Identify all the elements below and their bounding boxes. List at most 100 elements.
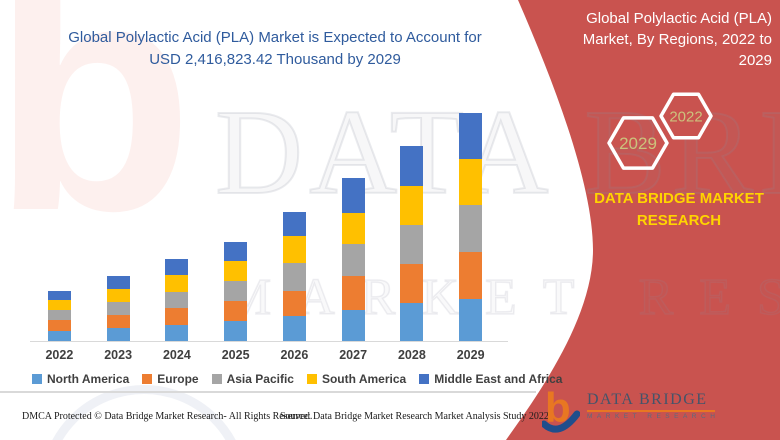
bar-segment-2028-north-america xyxy=(400,303,424,341)
hexagon-2029-outline xyxy=(607,116,669,170)
bar-segment-2022-asia-pacific xyxy=(47,310,71,320)
bar-segment-2029-north-america xyxy=(459,299,483,341)
bar-segment-2026-south-america xyxy=(282,236,306,263)
bar-segment-2028-asia-pacific xyxy=(400,225,424,264)
x-axis-label-2029: 2029 xyxy=(456,348,485,362)
bar-stack-2029 xyxy=(459,113,483,341)
logo-subtitle-text: MARKET RESEARCH xyxy=(587,413,720,420)
logo-swoosh xyxy=(542,410,580,433)
bar-stack-2022 xyxy=(47,291,71,341)
footer-divider xyxy=(0,391,536,393)
legend-label: Europe xyxy=(157,372,199,386)
bar-segment-2029-south-america xyxy=(459,159,483,205)
bar-segment-2028-europe xyxy=(400,264,424,303)
bar-segment-2024-middle-east-and-africa xyxy=(165,259,189,275)
bar-column-2023 xyxy=(89,109,148,341)
bar-segment-2024-north-america xyxy=(165,325,189,341)
bar-segment-2025-south-america xyxy=(224,261,248,281)
source-attribution-text: Source: Data Bridge Market Research Mark… xyxy=(280,411,549,422)
bar-column-2025 xyxy=(206,109,265,341)
hexagon-2022-outline xyxy=(659,92,713,140)
bar-segment-2026-asia-pacific xyxy=(282,263,306,291)
bar-segment-2022-south-america xyxy=(47,300,71,310)
bar-segment-2025-middle-east-and-africa xyxy=(224,242,248,261)
data-bridge-market-research-text: DATA BRIDGE MARKET RESEARCH xyxy=(594,190,764,229)
legend-label: Middle East and Africa xyxy=(434,372,563,386)
dmca-copyright-text: DMCA Protected © Data Bridge Market Rese… xyxy=(22,411,313,422)
bar-segment-2028-middle-east-and-africa xyxy=(400,146,424,186)
bar-segment-2025-asia-pacific xyxy=(224,281,248,301)
x-axis-labels: 2022 2023 2024 2025 2026 2027 2028 2029 xyxy=(30,348,500,362)
x-axis-label-2022: 2022 xyxy=(45,348,74,362)
x-axis-label-2023: 2023 xyxy=(104,348,133,362)
bar-segment-2029-europe xyxy=(459,252,483,299)
x-axis-label-2025: 2025 xyxy=(221,348,250,362)
bar-stack-2026 xyxy=(282,212,306,341)
chart-title: Global Polylactic Acid (PLA) Market is E… xyxy=(28,27,522,71)
bar-segment-2025-europe xyxy=(224,301,248,321)
legend-swatch-icon xyxy=(306,374,317,384)
bar-segment-2026-europe xyxy=(282,291,306,316)
bar-segment-2022-middle-east-and-africa xyxy=(47,291,71,300)
bar-segment-2023-south-america xyxy=(106,289,130,302)
bar-segment-2024-europe xyxy=(165,308,189,325)
bar-segment-2026-north-america xyxy=(282,316,306,341)
legend-label: Asia Pacific xyxy=(226,372,294,386)
bar-segment-2029-middle-east-and-africa xyxy=(459,113,483,159)
x-axis-label-2024: 2024 xyxy=(162,348,191,362)
red-panel-path xyxy=(506,0,780,440)
bar-column-2024 xyxy=(148,109,207,341)
bar-segment-2027-europe xyxy=(341,276,365,310)
x-axis-label-2027: 2027 xyxy=(339,348,368,362)
bar-stack-2023 xyxy=(106,276,130,341)
legend-swatch-icon xyxy=(32,374,42,384)
bar-segment-2023-asia-pacific xyxy=(106,302,130,315)
legend-swatch-icon xyxy=(142,374,153,384)
legend-label: North America xyxy=(47,372,130,386)
logo-brand-text: DATA BRIDGE xyxy=(587,391,708,408)
x-axis-label-2028: 2028 xyxy=(397,348,426,362)
bar-segment-2023-north-america xyxy=(106,328,130,341)
logo-underline xyxy=(587,410,715,412)
hexagon-2022-label: 2022 xyxy=(669,109,702,126)
bar-segment-2022-europe xyxy=(47,320,71,331)
bar-segment-2024-south-america xyxy=(165,275,189,292)
chart-title-line2: USD 2,416,823.42 Thousand by 2029 xyxy=(149,50,401,68)
stacked-bar-chart xyxy=(30,109,500,341)
bar-segment-2027-asia-pacific xyxy=(341,244,365,276)
bar-stack-2027 xyxy=(341,178,365,341)
legend-item-south-america: South America xyxy=(306,372,407,386)
legend-label: South America xyxy=(321,372,407,386)
bar-column-2028 xyxy=(383,109,442,341)
bar-segment-2023-europe xyxy=(106,315,130,328)
bar-segment-2024-asia-pacific xyxy=(165,292,189,308)
legend-swatch-icon xyxy=(419,374,430,384)
bar-column-2029 xyxy=(441,109,500,341)
bar-segment-2025-north-america xyxy=(224,321,248,341)
bar-segment-2026-middle-east-and-africa xyxy=(282,212,306,236)
chart-title-line1: Global Polylactic Acid (PLA) Market is E… xyxy=(68,29,482,46)
bar-segment-2023-middle-east-and-africa xyxy=(106,276,130,289)
bar-stack-2024 xyxy=(165,259,189,341)
legend-item-middle-east-and-africa: Middle East and Africa xyxy=(419,372,562,386)
year-hexagons: 2029 2022 xyxy=(607,92,713,170)
data-bridge-logo: b DATA BRIDGE MARKET RESEARCH xyxy=(542,386,719,436)
bar-segment-2029-asia-pacific xyxy=(459,205,483,252)
bar-column-2027 xyxy=(324,109,383,341)
bar-segment-2022-north-america xyxy=(47,331,71,341)
bar-segment-2027-middle-east-and-africa xyxy=(341,178,365,213)
bar-segment-2028-south-america xyxy=(400,186,424,225)
bar-column-2026 xyxy=(265,109,324,341)
bar-segment-2027-south-america xyxy=(341,213,365,244)
logo-text-block: DATA BRIDGE MARKET RESEARCH xyxy=(587,386,719,421)
legend-item-north-america: North America xyxy=(32,372,129,386)
legend-item-asia-pacific: Asia Pacific xyxy=(211,372,294,386)
hexagon-2029-label: 2029 xyxy=(619,134,657,153)
right-panel-title: Global Polylactic Acid (PLA) Market, By … xyxy=(582,10,772,69)
bar-stack-2028 xyxy=(400,146,424,341)
data-bridge-logo-icon: b xyxy=(542,386,580,433)
chart-legend: North America Europe Asia Pacific South Ame… xyxy=(32,372,562,386)
legend-swatch-icon xyxy=(211,374,222,384)
